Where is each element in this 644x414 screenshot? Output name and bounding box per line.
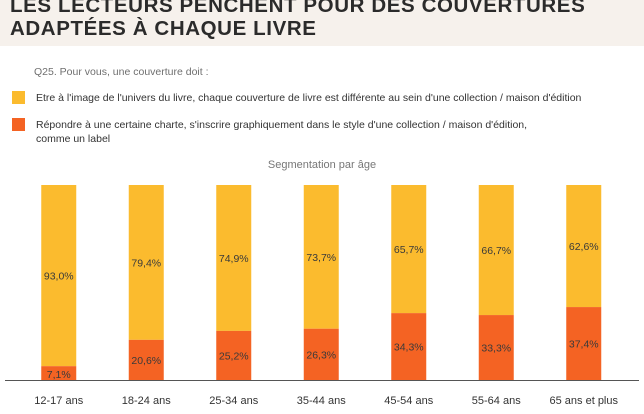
bar-charte-45-54 ans — [391, 313, 427, 380]
data-label-univers: 65,7% — [394, 244, 424, 256]
category-label: 18-24 ans — [122, 395, 171, 407]
data-label-univers: 93,0% — [44, 271, 74, 283]
category-label: 65 ans et plus — [550, 395, 619, 407]
bar-charte-18-24 ans — [128, 339, 164, 380]
legend-label-charte: Répondre à une certaine charte, s'inscri… — [36, 119, 528, 145]
category-label: 55-64 ans — [472, 395, 521, 407]
bar-univers-18-24 ans — [128, 185, 164, 340]
data-label-charte: 33,3% — [481, 343, 511, 355]
legend-label-univers: Etre à l'image de l'univers du livre, ch… — [36, 92, 582, 104]
data-label-charte: 37,4% — [569, 339, 599, 351]
bar-univers-65 ans et plus — [566, 185, 602, 308]
data-label-charte: 7,1% — [47, 369, 71, 381]
data-label-univers: 66,7% — [481, 245, 511, 257]
data-label-univers: 73,7% — [306, 252, 336, 264]
bar-univers-35-44 ans — [303, 185, 339, 329]
title-band — [0, 0, 644, 46]
category-label: 12-17 ans — [34, 395, 83, 407]
category-label: 25-34 ans — [209, 395, 258, 407]
question-text: Q25. Pour vous, une couverture doit : — [34, 66, 209, 78]
bar-univers-25-34 ans — [216, 185, 252, 331]
bar-charte-12-17 ans — [41, 366, 77, 380]
category-label: 35-44 ans — [297, 395, 346, 407]
segmentation-label: Segmentation par âge — [267, 159, 377, 171]
chart-title: LES LECTEURS PENCHENT POUR DES COUVERTUR… — [10, 0, 586, 40]
bar-charte-25-34 ans — [216, 330, 252, 380]
category-label: 45-54 ans — [384, 395, 433, 407]
data-label-charte: 26,3% — [306, 349, 336, 361]
bar-charte-65 ans et plus — [566, 307, 602, 380]
data-label-charte: 34,3% — [394, 342, 424, 354]
data-label-univers: 79,4% — [131, 257, 161, 269]
data-label-univers: 74,9% — [219, 253, 249, 265]
data-label-charte: 25,2% — [219, 350, 249, 362]
legend-swatch-charte — [12, 118, 25, 131]
data-label-univers: 62,6% — [569, 241, 599, 253]
data-label-charte: 20,6% — [131, 355, 161, 367]
bar-univers-55-64 ans — [478, 185, 514, 316]
bar-univers-12-17 ans — [41, 185, 77, 367]
bar-univers-45-54 ans — [391, 185, 427, 314]
legend-swatch-univers — [12, 91, 25, 104]
bar-charte-35-44 ans — [303, 328, 339, 380]
bar-charte-55-64 ans — [478, 315, 514, 380]
